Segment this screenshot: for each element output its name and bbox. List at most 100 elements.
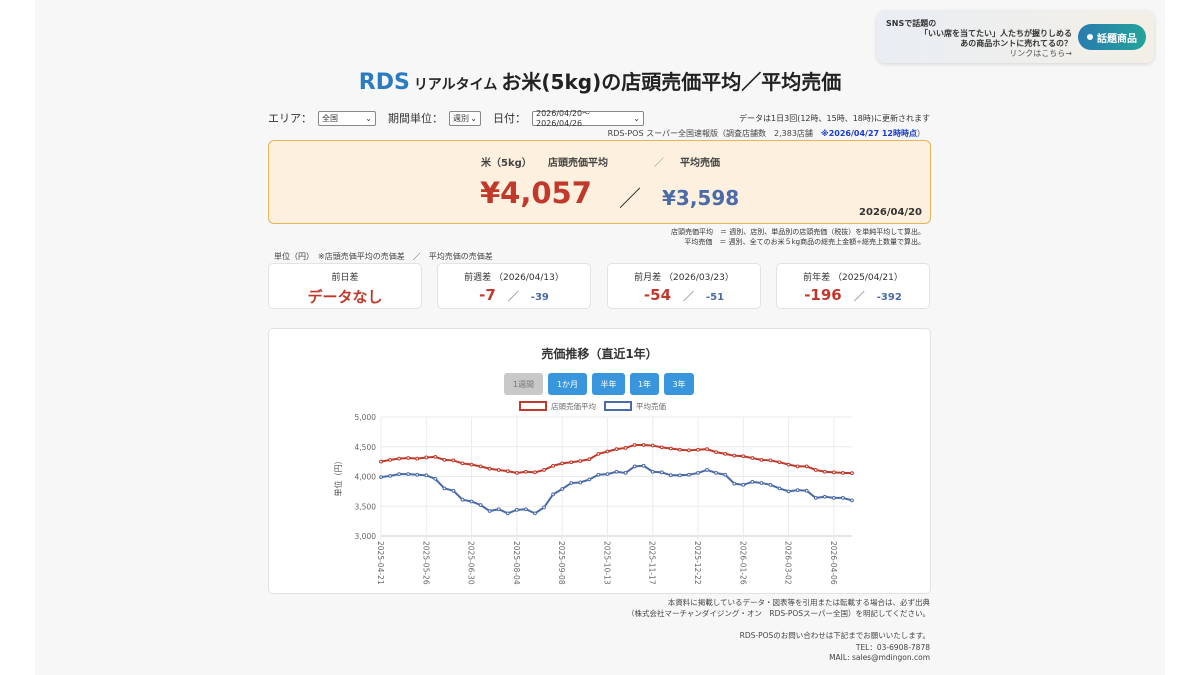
range-buttons: 1週間 1か月 半年 1年 3年	[504, 373, 694, 395]
period-select[interactable]: 週別 ⌄	[449, 110, 481, 126]
range-1year-button[interactable]: 1年	[630, 373, 659, 395]
data-point	[831, 470, 836, 475]
diff-card-month: 前月差 （2026/03/23） -54 ／ -51	[607, 263, 761, 309]
legend-label: 平均売価	[636, 401, 666, 411]
x-tick-label: 2026-01-26	[738, 541, 747, 585]
data-point	[750, 479, 755, 484]
data-point	[714, 471, 719, 475]
y-tick-label: 5,000	[355, 413, 377, 422]
data-point	[850, 471, 854, 476]
data-point	[542, 505, 546, 510]
line-chart: 3,000 3,500 4,000 4,500 5,000 2025-04-21 2025-…	[333, 401, 854, 585]
data-point	[560, 461, 565, 466]
data-point	[533, 511, 537, 516]
avg-price-value: ¥3,598	[662, 186, 740, 210]
timestamp: ※2026/04/27 12時時点	[820, 129, 917, 138]
data-point	[433, 476, 438, 481]
item-label: 米（5kg）	[481, 158, 532, 169]
trending-button[interactable]: 話題商品	[1078, 24, 1146, 50]
promo-banner[interactable]: SNSで話題の 「いい席を当てたい」人たちが握りしめる あの商品ホントに売れてる…	[877, 11, 1154, 63]
y-tick-label: 3,000	[355, 532, 377, 541]
chevron-down-icon: ⌄	[470, 113, 477, 123]
data-point	[505, 469, 510, 474]
diff-store-avg: -54	[643, 286, 672, 304]
data-point	[741, 482, 746, 487]
data-point	[505, 511, 510, 516]
x-tick-label: 2025-12-22	[693, 541, 702, 585]
data-point	[795, 488, 800, 493]
data-point	[668, 473, 673, 478]
data-point	[650, 443, 655, 448]
data-point	[406, 456, 411, 460]
x-tick-label: 2026-03-02	[784, 541, 793, 585]
range-1month-button[interactable]: 1か月	[548, 373, 587, 395]
data-point	[524, 469, 528, 474]
x-tick-label: 2025-04-21	[376, 541, 385, 585]
data-point	[822, 494, 827, 499]
data-point	[596, 472, 601, 477]
data-point	[478, 503, 483, 507]
x-tick-label: 2025-08-04	[512, 541, 521, 585]
data-point	[777, 460, 782, 465]
chevron-down-icon: ⌄	[365, 113, 372, 123]
date-select[interactable]: 2026/04/20〜2026/04/26 ⌄	[532, 109, 644, 128]
data-point	[732, 481, 737, 486]
data-point	[650, 469, 655, 474]
data-point	[496, 468, 501, 472]
data-point	[460, 461, 465, 466]
diff-store-avg: -196	[804, 286, 842, 304]
data-point	[723, 451, 728, 456]
range-1week-button[interactable]: 1週間	[504, 373, 543, 395]
data-point	[687, 472, 691, 477]
promo-link[interactable]: リンクはこちら→	[1009, 49, 1072, 58]
data-point	[804, 488, 809, 493]
area-select[interactable]: 全国 ⌄	[318, 110, 376, 126]
diff-store-avg: -7	[479, 286, 496, 304]
title-text: お米(5kg)の店頭売価平均／平均売価	[501, 70, 842, 94]
data-point	[687, 448, 691, 453]
data-point	[514, 507, 519, 512]
x-tick-label: 2026-04-06	[829, 541, 838, 585]
data-point	[841, 496, 845, 500]
data-point	[668, 446, 673, 451]
data-point	[379, 475, 383, 479]
range-3year-button[interactable]: 3年	[664, 373, 694, 395]
data-point	[415, 456, 420, 461]
definition-note: 店頭売価平均 ＝ 週別、店別、単品別の店頭売価（税抜）を単純平均して算出。	[670, 228, 925, 236]
range-half-year-button[interactable]: 半年	[592, 373, 625, 395]
legend-label: 店頭売価平均	[551, 401, 596, 411]
data-point	[469, 462, 474, 467]
data-point	[759, 457, 764, 462]
data-point	[822, 469, 827, 474]
diff-card-year: 前年差 （2025/04/21） -196 ／ -392	[776, 263, 930, 309]
data-point	[632, 464, 637, 469]
data-point	[569, 460, 574, 465]
promo-line: あの商品ホントに売れてるの？	[960, 39, 1072, 48]
data-point	[759, 481, 764, 485]
x-tick-label: 2025-11-17	[648, 541, 657, 585]
data-point	[678, 447, 682, 452]
data-point	[587, 477, 592, 482]
value-separator: ／	[619, 187, 642, 212]
store-avg-value: ¥4,057	[480, 176, 592, 210]
data-point	[632, 443, 637, 447]
data-point	[578, 459, 583, 463]
diff-title: 前日差	[331, 273, 359, 283]
trending-button-label: 話題商品	[1097, 33, 1137, 45]
diff-avg-price: -39	[530, 292, 549, 303]
label-separator: ／	[654, 158, 664, 169]
x-tick-label: 2025-06-30	[467, 541, 476, 585]
avg-price-label: 平均売価	[680, 158, 720, 169]
data-point	[614, 447, 619, 452]
y-tick-label: 4,000	[355, 473, 377, 482]
data-point	[813, 496, 818, 500]
source-note: RDS-POS スーパー全国速報版（調査店舗数 2,383店舗 ※2026/04…	[608, 128, 925, 139]
citation-note: 本資料に掲載しているデータ・図表等を引用または転載する場合は、必ず出典	[667, 598, 930, 607]
data-point	[587, 457, 592, 462]
diff-value: データなし	[307, 288, 383, 306]
data-point	[569, 481, 574, 485]
data-point	[705, 447, 709, 452]
price-summary: 米（5kg） 店頭売価平均 ／ 平均売価 ¥4,057 ／ ¥3,598 202…	[268, 140, 931, 224]
contact-mail[interactable]: MAIL: sales@mdingon.com	[829, 653, 930, 662]
data-point	[496, 507, 501, 512]
